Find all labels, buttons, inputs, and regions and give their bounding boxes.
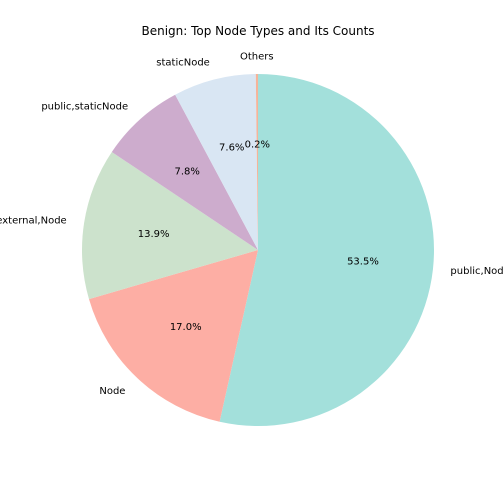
slice-label: Node xyxy=(99,386,125,397)
pie-slice xyxy=(81,151,258,300)
pie-slices xyxy=(81,74,434,426)
slice-percent-label: 7.8% xyxy=(174,167,199,178)
pie-labels: public,Node 53.5% Node 17.0% external,Node 13… xyxy=(0,51,504,397)
slice-label: public,Node xyxy=(450,266,504,277)
slice-label: public,staticNode xyxy=(41,101,128,112)
slice-percent-label: 7.6% xyxy=(219,143,244,154)
slice-percent-label: 53.5% xyxy=(347,257,379,268)
chart-title: Benign: Top Node Types and Its Counts xyxy=(141,24,374,38)
slice-label: staticNode xyxy=(156,57,210,68)
pie-slice xyxy=(219,74,434,426)
pie-slice xyxy=(175,74,258,251)
pie-slice xyxy=(255,74,258,250)
slice-label: external,Node xyxy=(0,215,67,226)
slice-label: Others xyxy=(240,51,274,62)
pie-slice xyxy=(88,250,258,422)
slice-percent-label: 13.9% xyxy=(138,229,170,240)
slice-percent-label: 17.0% xyxy=(170,322,202,333)
pie-slice xyxy=(111,94,258,251)
slice-percent-label: 0.2% xyxy=(245,139,270,150)
